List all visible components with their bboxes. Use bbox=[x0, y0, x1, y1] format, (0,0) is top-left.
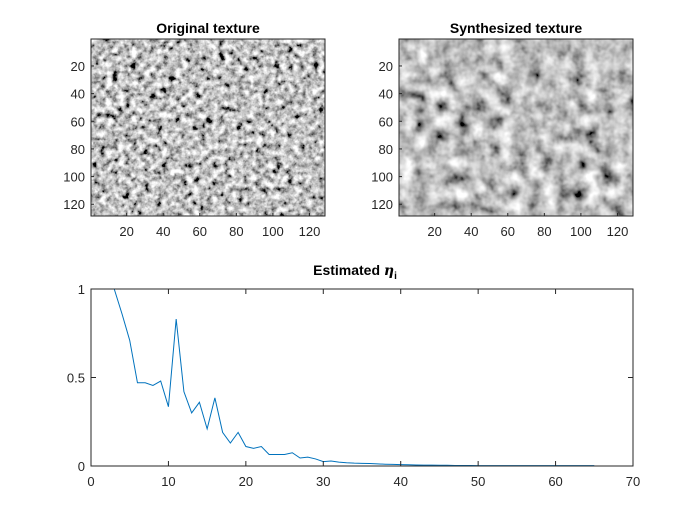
original-texture-image bbox=[91, 39, 325, 216]
eta-plot-title: Estimated ηi bbox=[313, 262, 397, 282]
original-xtick-label: 20 bbox=[119, 224, 133, 239]
synthesized-xtick-label: 80 bbox=[537, 224, 551, 239]
synthesized-ytick-label: 60 bbox=[379, 114, 393, 129]
synthesized-ytick-label: 40 bbox=[379, 87, 393, 102]
eta-ytick-label: 0 bbox=[78, 459, 85, 474]
eta-xtick-label: 60 bbox=[548, 474, 562, 489]
eta-ytick-label: 1 bbox=[78, 282, 85, 297]
eta-title-main: Estimated bbox=[313, 262, 384, 278]
panel-estimated-eta: Estimated ηi 0 10 20 30 40 50 60 70 0 0.5 1 bbox=[67, 262, 640, 489]
synthesized-ytick-label: 100 bbox=[371, 170, 393, 185]
eta-title-symbol: η bbox=[384, 263, 394, 279]
eta-title-subscript: i bbox=[394, 271, 397, 282]
synthesized-ticks: 20 40 60 80 100 120 20 40 60 80 100 120 bbox=[371, 59, 628, 239]
eta-xtick-label: 30 bbox=[316, 474, 330, 489]
original-ticks: 20 40 60 80 100 120 20 40 60 80 100 120 bbox=[63, 59, 320, 239]
original-ytick-label: 100 bbox=[63, 170, 85, 185]
eta-xtick-label: 20 bbox=[239, 474, 253, 489]
eta-xtick-label: 40 bbox=[393, 474, 407, 489]
synthesized-xtick-label: 60 bbox=[501, 224, 515, 239]
panel-synthesized-texture: Synthesized texture 20 40 60 80 100 120 20 40 60… bbox=[371, 20, 634, 239]
synthesized-ytick-label: 20 bbox=[379, 59, 393, 74]
original-ytick-label: 60 bbox=[71, 114, 85, 129]
synthesized-xtick-label: 40 bbox=[464, 224, 478, 239]
eta-plot-background bbox=[91, 289, 633, 466]
original-xtick-label: 80 bbox=[229, 224, 243, 239]
synthesized-ytick-label: 120 bbox=[371, 197, 393, 212]
original-xtick-label: 100 bbox=[262, 224, 284, 239]
panel-original-title: Original texture bbox=[156, 20, 260, 36]
original-ytick-label: 120 bbox=[63, 197, 85, 212]
eta-xtick-label: 70 bbox=[626, 474, 640, 489]
synthesized-ytick-label: 80 bbox=[379, 142, 393, 157]
synthesized-xtick-label: 20 bbox=[427, 224, 441, 239]
synthesized-xtick-label: 120 bbox=[607, 224, 629, 239]
original-xtick-label: 40 bbox=[156, 224, 170, 239]
synthesized-xtick-label: 100 bbox=[570, 224, 592, 239]
eta-ticks: 0 10 20 30 40 50 60 70 0 0.5 1 bbox=[67, 282, 640, 489]
panel-synthesized-title: Synthesized texture bbox=[450, 20, 582, 36]
original-axes-box bbox=[90, 38, 326, 217]
original-ytick-label: 20 bbox=[71, 59, 85, 74]
original-ytick-label: 40 bbox=[71, 87, 85, 102]
original-xtick-label: 60 bbox=[193, 224, 207, 239]
eta-ytick-label: 0.5 bbox=[67, 371, 85, 386]
synthesized-axes-box bbox=[398, 38, 634, 217]
eta-xtick-label: 0 bbox=[87, 474, 94, 489]
original-xtick-label: 120 bbox=[299, 224, 321, 239]
original-ytick-label: 80 bbox=[71, 142, 85, 157]
eta-xtick-label: 50 bbox=[471, 474, 485, 489]
eta-xtick-label: 10 bbox=[161, 474, 175, 489]
panel-original-texture: Original texture 20 40 60 80 100 120 20 40 60 80 1… bbox=[63, 20, 326, 239]
synthesized-texture-image bbox=[399, 39, 633, 216]
